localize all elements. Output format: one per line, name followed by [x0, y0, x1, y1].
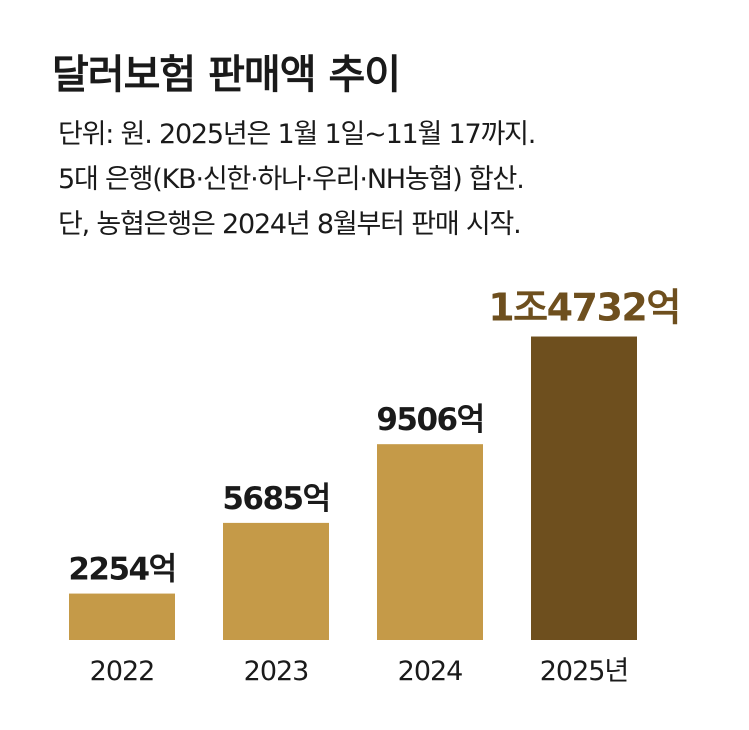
- data-label-2023: 5685억: [222, 481, 329, 517]
- x-tick-label-2022: 2022: [90, 656, 155, 687]
- bar-2022: [69, 593, 175, 640]
- note-line-banks: 5대 은행(KB·신한·하나·우리·NH농협) 합산.: [58, 164, 525, 195]
- data-label-2025년: 1조4732억: [488, 286, 680, 330]
- data-label-2022: 2254억: [68, 552, 175, 588]
- x-tick-label-2023: 2023: [244, 656, 309, 687]
- bar-2024: [377, 444, 483, 640]
- note-line-nonghyup: 단, 농협은행은 2024년 8월부터 판매 시작.: [58, 209, 522, 240]
- bar-2023: [223, 522, 329, 640]
- note-line-unit-period: 단위: 원. 2025년은 1월 1일~11월 17까지.: [58, 119, 536, 150]
- x-tick-label-2024: 2024: [398, 656, 463, 687]
- chart-notes: 단위: 원. 2025년은 1월 1일~11월 17까지. 5대 은행(KB·신…: [58, 112, 536, 247]
- chart-title: 달러보험 판매액 추이: [52, 52, 401, 98]
- x-tick-label-2025년: 2025년: [540, 656, 629, 687]
- data-label-2024: 9506억: [376, 402, 483, 438]
- bar-2025년: [531, 336, 637, 640]
